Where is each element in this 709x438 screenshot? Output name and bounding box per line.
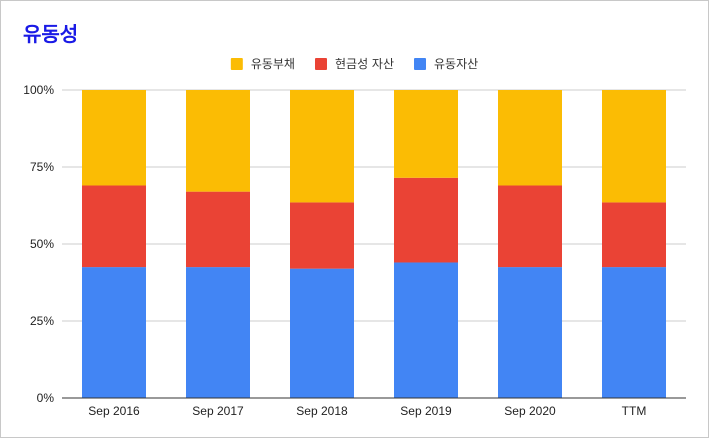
y-tick-label: 75% [30, 160, 54, 174]
y-axis: 0% 25% 50% 75% 100% [23, 83, 54, 405]
bar-stack-sep-2020 [498, 90, 562, 398]
bar-현금성-자산-sep-2019 [394, 177, 458, 263]
legend-item-유동부채: 유동부채 [230, 57, 295, 71]
legend-item-현금성-자산: 현금성 자산 [314, 57, 394, 71]
bar-현금성-자산-sep-2016 [82, 185, 146, 268]
bar-유동자산-sep-2018 [290, 268, 354, 398]
gridlines [62, 89, 686, 322]
y-tick-label: 0% [37, 391, 55, 405]
bar-유동부채-sep-2019 [394, 90, 458, 178]
bar-유동자산-sep-2019 [394, 262, 458, 398]
bar-유동자산-sep-2017 [186, 267, 250, 398]
bar-유동부채-sep-2018 [290, 90, 354, 203]
y-tick-label: 50% [30, 237, 54, 251]
bar-현금성-자산-sep-2018 [290, 202, 354, 269]
chart-title: 유동성 [23, 22, 79, 46]
x-axis: Sep 2016 Sep 2017 Sep 2018 Sep 2019 Sep 2020… [62, 397, 686, 418]
bar-유동자산-sep-2020 [498, 267, 562, 398]
bar-현금성-자산-sep-2017 [186, 191, 250, 268]
bar-현금성-자산-ttm [602, 202, 666, 268]
bar-현금성-자산-sep-2020 [498, 185, 562, 268]
bar-유동부채-sep-2017 [186, 90, 250, 192]
x-tick-label: Sep 2017 [192, 404, 244, 418]
bar-stack-sep-2017 [186, 90, 250, 398]
bar-유동부채-sep-2020 [498, 90, 562, 186]
x-tick-label: Sep 2016 [88, 404, 140, 418]
bar-유동자산-ttm [602, 267, 666, 398]
bar-유동부채-ttm [602, 90, 666, 203]
x-tick-label: Sep 2020 [504, 404, 556, 418]
x-tick-label: TTM [622, 404, 647, 418]
legend-label: 유동자산 [434, 57, 478, 71]
bar-stack-sep-2019 [394, 90, 458, 398]
y-tick-label: 100% [23, 83, 54, 97]
legend-label: 유동부채 [251, 57, 295, 71]
x-tick-label: Sep 2019 [400, 404, 452, 418]
legend-label: 현금성 자산 [335, 57, 394, 71]
bar-유동자산-sep-2016 [82, 267, 146, 398]
legend-swatch [230, 58, 243, 70]
bars [82, 90, 666, 398]
x-tick-label: Sep 2018 [296, 404, 348, 418]
bar-stack-sep-2016 [82, 90, 146, 398]
bar-stack-sep-2018 [290, 90, 354, 398]
bar-stack-ttm [602, 90, 666, 398]
y-tick-label: 25% [30, 314, 54, 328]
bar-유동부채-sep-2016 [82, 90, 146, 186]
legend-item-유동자산: 유동자산 [414, 57, 478, 71]
legend-swatch [314, 58, 327, 70]
legend-swatch [414, 58, 427, 70]
legend: 유동부채 현금성 자산 유동자산 [230, 57, 478, 71]
